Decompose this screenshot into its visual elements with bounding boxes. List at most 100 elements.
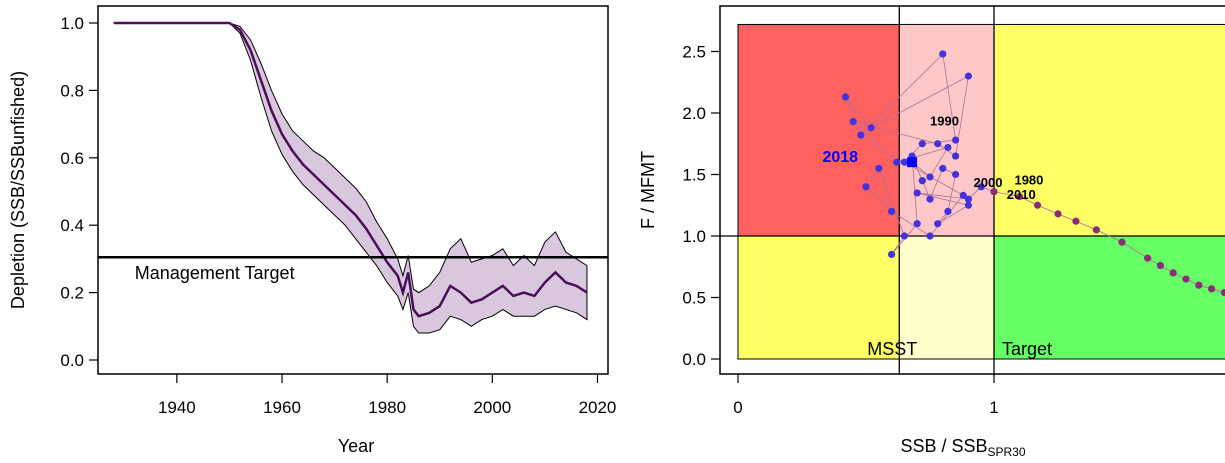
right-x-axis: 0123: [733, 374, 999, 417]
x-tick-label: 1: [989, 398, 998, 417]
y-tick-label: 1.5: [682, 166, 706, 185]
trajectory-point: [1195, 281, 1203, 289]
y-tick-label: 0.2: [60, 284, 84, 303]
trajectory-point: [841, 93, 850, 101]
trajectory-point: [934, 140, 942, 148]
x-tick-label: 1960: [263, 398, 301, 417]
status-regions: [737, 23, 1225, 360]
regions-outline: [737, 23, 1225, 360]
trajectory-point: [888, 250, 896, 259]
left-plot-frame: [97, 5, 609, 375]
trajectory-point: [1118, 238, 1126, 246]
y-tick-label: 0.0: [682, 350, 706, 369]
y-tick-label: 1.0: [60, 14, 84, 33]
trajectory-point: [1144, 254, 1152, 262]
trajectory-point: [1016, 193, 1024, 201]
region-buffer: [899, 236, 994, 359]
year-labels: 1927196019702010198020001990201819501940: [822, 113, 1043, 202]
trajectory-point: [1220, 288, 1225, 297]
confidence-band: [113, 22, 588, 334]
trajectory-point: [888, 207, 896, 215]
trajectory-point: [959, 191, 967, 200]
trajectory-point: [926, 232, 934, 240]
y-tick-label: 0.4: [60, 216, 84, 235]
target-label: Target: [1002, 339, 1052, 359]
left-x-axis: 1940 1960 1980 2000 2020: [158, 374, 616, 417]
trajectory-point: [862, 183, 870, 191]
kobe-chart: MSST Target 1927196019702010198020001990…: [638, 5, 1225, 459]
trajectory-point: [918, 140, 926, 148]
region-overfished-overfishing: [738, 24, 900, 236]
y-tick-label: 2.5: [682, 43, 706, 62]
trajectory-point: [1208, 285, 1216, 293]
year-label: 2018: [822, 149, 858, 166]
trajectory-point: [939, 50, 947, 58]
trajectory-point: [944, 143, 952, 152]
right-y-axis-title: F / MFMT: [638, 151, 658, 229]
trajectory-point: [952, 152, 960, 160]
trajectory-point: [1182, 275, 1190, 283]
end-point: [907, 157, 918, 168]
right-x-axis-title-main: SSB / SSB: [900, 436, 987, 456]
x-tick-label: 1940: [158, 398, 196, 417]
trajectory-point: [1092, 226, 1100, 234]
depletion-chart: Management Target 1940 1960 1980 2000 2020 0…: [8, 5, 616, 456]
y-tick-label: 0.5: [682, 289, 706, 308]
trajectory-point: [1054, 210, 1062, 218]
trajectory-point: [939, 164, 947, 172]
y-tick-label: 1.0: [682, 227, 706, 246]
region-overfishing: [994, 24, 1225, 236]
right-plot-frame: [719, 5, 1225, 375]
trajectory-point: [934, 220, 942, 228]
trajectory-point: [1072, 217, 1080, 225]
management-target-label: Management Target: [135, 263, 295, 283]
trajectory-point: [900, 158, 909, 166]
region-overfished: [738, 236, 900, 359]
trajectory-point: [893, 158, 901, 166]
y-tick-label: 0.0: [60, 351, 84, 370]
y-tick-label: 0.6: [60, 149, 84, 168]
msst-label: MSST: [867, 339, 917, 359]
x-tick-label: 1980: [368, 398, 406, 417]
year-label: 2010: [1007, 187, 1036, 202]
trajectory-point: [913, 220, 921, 228]
trajectory-point: [875, 164, 883, 172]
right-x-axis-title-sub: SPR30: [988, 445, 1026, 459]
left-y-axis: 0.0 0.2 0.4 0.6 0.8 1.0: [60, 14, 98, 370]
trajectory-point: [977, 183, 985, 191]
trajectory-point: [849, 118, 857, 126]
trajectory-point: [964, 195, 973, 203]
y-tick-label: 0.8: [60, 81, 84, 100]
trajectory-point: [913, 189, 921, 197]
x-tick-label: 0: [733, 398, 742, 417]
trajectory-point: [867, 124, 875, 132]
trajectory-point: [918, 177, 926, 185]
trajectory-point: [857, 131, 865, 139]
median-depletion-line: [113, 21, 588, 318]
y-tick-label: 2.0: [682, 104, 706, 123]
year-label: 1990: [930, 113, 959, 128]
right-x-axis-title: SSB / SSBSPR30: [900, 436, 1025, 459]
x-tick-label: 2020: [579, 398, 617, 417]
trajectory-point: [1169, 269, 1177, 277]
left-x-axis-title: Year: [338, 436, 374, 456]
trajectory-point: [964, 201, 973, 209]
trajectory-point: [1033, 201, 1042, 209]
trajectory-point: [1156, 261, 1164, 270]
trajectory-points: [841, 50, 1225, 297]
region-buffer-overfishing: [899, 24, 994, 236]
trajectory-point: [964, 72, 973, 80]
trajectory-point: [952, 170, 960, 179]
trajectory-point: [990, 188, 998, 196]
x-tick-label: 2000: [473, 398, 511, 417]
trajectory-point: [944, 207, 952, 215]
left-y-axis-title: Depletion (SSB/SSBunfished): [8, 71, 28, 309]
trajectory-line: [845, 53, 1225, 294]
trajectory-point: [926, 173, 934, 181]
trajectory-point: [926, 195, 934, 203]
trajectory-point: [900, 232, 909, 240]
right-y-axis: 0.0 0.5 1.0 1.5 2.0 2.5: [682, 43, 720, 369]
trajectory-point: [952, 136, 960, 144]
region-healthy: [994, 236, 1225, 359]
